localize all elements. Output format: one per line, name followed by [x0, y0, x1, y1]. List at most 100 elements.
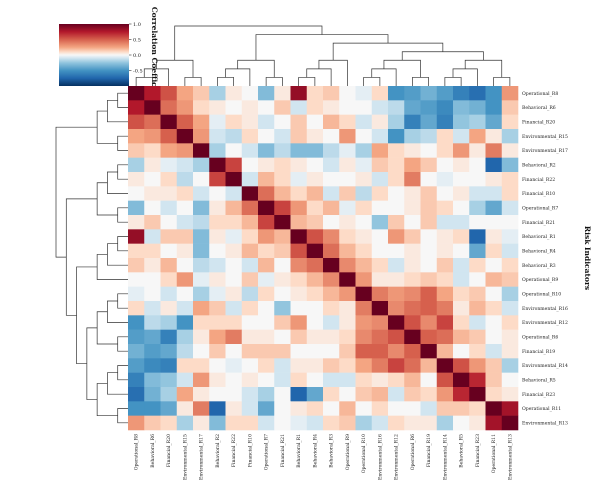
heatmap-cell	[388, 229, 405, 244]
colorbar-ticks: 1.0 0.5 0.0 -0.5	[129, 22, 143, 74]
heatmap-cell	[193, 387, 210, 402]
heatmap-cell	[193, 215, 210, 230]
column-dendrogram-link	[184, 77, 202, 86]
heatmap-cell	[241, 372, 259, 388]
heatmap-cell	[258, 301, 275, 316]
heatmap-cell	[388, 315, 405, 330]
heatmap-cell	[485, 272, 503, 287]
heatmap-cell	[306, 329, 324, 345]
heatmap-cell	[420, 258, 438, 273]
heatmap-cell	[258, 172, 275, 187]
heatmap-cell	[209, 157, 226, 173]
heatmap-cell	[485, 358, 503, 373]
heatmap-cell	[355, 315, 373, 330]
heatmap-cell	[436, 229, 454, 244]
heatmap-cell	[274, 258, 291, 273]
heatmap-cell	[323, 229, 340, 244]
heatmap-cell	[128, 258, 145, 273]
heatmap-cell	[436, 172, 454, 187]
heatmap-cell	[453, 129, 470, 144]
heatmap-cell	[128, 415, 145, 431]
heatmap-cell	[144, 286, 161, 302]
heatmap-cell	[436, 301, 454, 316]
heatmap-cell	[404, 272, 421, 287]
heatmap-cell	[160, 372, 178, 388]
heatmap-cell	[290, 86, 308, 101]
heatmap-cell	[144, 86, 161, 101]
heatmap-cell	[453, 286, 470, 302]
heatmap-cell	[323, 186, 340, 201]
heatmap-cell	[128, 243, 145, 259]
heatmap-cell	[258, 200, 275, 216]
row-tick-label: Behavioral_R6	[522, 105, 556, 111]
heatmap-cell	[290, 286, 308, 302]
heatmap-cell	[371, 401, 389, 416]
heatmap-cell	[225, 286, 243, 302]
heatmap-cell	[128, 358, 145, 373]
heatmap-cell	[323, 243, 340, 259]
column-tick-label: Behavioral_R6	[150, 434, 156, 468]
row-tick-label: Environmental_R15	[522, 134, 568, 140]
heatmap-cell	[501, 172, 519, 187]
heatmap-cell	[485, 100, 503, 115]
heatmap-cell	[176, 415, 194, 431]
heatmap-cell	[128, 172, 145, 187]
heatmap-cell	[176, 301, 194, 316]
heatmap-cell	[306, 258, 324, 273]
heatmap-cell	[306, 344, 324, 359]
column-tick-label: Environmental_R13	[507, 434, 513, 480]
column-tick-label: Behavioral_R1	[296, 434, 302, 468]
heatmap-cell	[501, 387, 519, 402]
heatmap-cell	[323, 172, 340, 187]
column-dendrogram-link	[383, 59, 421, 78]
heatmap-cell	[176, 215, 194, 230]
column-tick-label: Financial_R23	[475, 434, 481, 467]
heatmap-cell	[193, 272, 210, 287]
heatmap-cell	[193, 229, 210, 244]
column-dendrogram-link	[363, 77, 381, 86]
heatmap-cell	[128, 344, 145, 359]
heatmap-cell	[436, 143, 454, 158]
heatmap-cell	[306, 415, 324, 431]
heatmap-cell	[241, 344, 259, 359]
row-dendrogram-link	[107, 99, 128, 123]
column-tick-label: Environmental_R16	[377, 434, 383, 480]
heatmap-cell	[404, 344, 421, 359]
heatmap-cell	[258, 100, 275, 115]
heatmap-cell	[453, 301, 470, 316]
heatmap-cell	[355, 100, 373, 115]
heatmap-cell	[371, 272, 389, 287]
row-tick-label: Operational_R9	[522, 277, 558, 283]
heatmap-cell	[388, 372, 405, 388]
heatmap-cell	[323, 143, 340, 158]
row-dendrogram-link	[107, 300, 128, 323]
column-dendrogram-link	[332, 42, 444, 61]
heatmap-cell	[453, 372, 470, 388]
heatmap-cell	[323, 272, 340, 287]
heatmap-cell	[453, 315, 470, 330]
column-dendrogram-link	[444, 77, 462, 86]
heatmap-cell	[323, 86, 340, 101]
heatmap-cell	[404, 186, 421, 201]
heatmap-cell	[225, 86, 243, 101]
heatmap-cell	[420, 387, 438, 402]
heatmap-cell	[144, 344, 161, 359]
heatmap-cell	[128, 86, 145, 101]
heatmap-cell	[485, 200, 503, 216]
heatmap-cell	[209, 129, 226, 144]
heatmap-cell	[176, 272, 194, 287]
column-dendrogram-link	[464, 59, 503, 78]
row-tick-label: Behavioral_R4	[522, 248, 556, 254]
column-dendrogram-link	[143, 68, 169, 86]
heatmap-cell	[420, 200, 438, 216]
heatmap-cell	[420, 401, 438, 416]
heatmap-cell	[388, 286, 405, 302]
heatmap-cell	[469, 229, 486, 244]
heatmap-cell	[436, 358, 454, 373]
heatmap-cell	[323, 301, 340, 316]
heatmap-cell	[274, 415, 291, 431]
heatmap-cell	[225, 172, 243, 187]
y-axis-title: Risk Indicators	[583, 226, 592, 290]
heatmap-cell	[436, 129, 454, 144]
colorbar-tick-label: 0.0	[133, 53, 141, 59]
